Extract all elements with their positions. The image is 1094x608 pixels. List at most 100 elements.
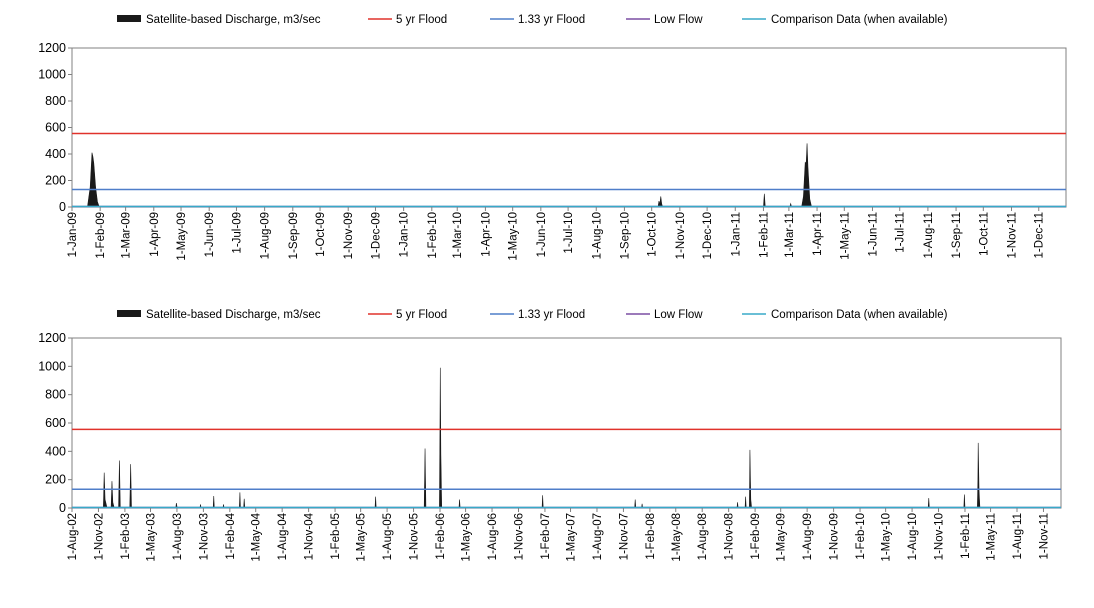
chart1-legend-label-flood133: 1.33 yr Flood — [518, 14, 585, 26]
x-tick-label: 1-Apr-10 — [480, 212, 492, 257]
y-tick-label: 0 — [59, 200, 66, 214]
chart1-legend-label-flood5: 5 yr Flood — [396, 14, 447, 26]
x-tick-label: 1-Nov-08 — [724, 513, 736, 560]
x-tick-label: 1-Nov-05 — [409, 513, 421, 560]
x-tick-label: 1-Dec-09 — [370, 212, 382, 259]
series-discharge-area — [72, 367, 1061, 509]
chart1-legend-label-comparison: Comparison Data (when available) — [771, 14, 948, 26]
x-tick-label: 1-Sep-10 — [619, 212, 631, 259]
x-tick-label: 1-Aug-07 — [592, 513, 604, 560]
x-tick-label: 1-May-03 — [145, 513, 157, 562]
y-tick-label: 0 — [59, 501, 66, 515]
x-tick-label: 1-May-05 — [356, 513, 368, 562]
x-tick-label: 1-Nov-07 — [618, 513, 630, 560]
x-tick-label: 1-Aug-10 — [907, 513, 919, 560]
x-tick-label: 1-May-11 — [839, 212, 851, 260]
x-tick-label: 1-Aug-09 — [802, 513, 814, 560]
chart2-legend-swatch-discharge — [117, 310, 141, 317]
x-tick-label: 1-Sep-11 — [951, 212, 963, 258]
chart2-legend-label-lowflow: Low Flow — [654, 309, 703, 321]
y-tick-label: 1200 — [38, 331, 66, 345]
y-tick-label: 1000 — [38, 359, 66, 373]
x-tick-label: 1-Nov-09 — [343, 212, 355, 259]
chart1-legend-label-discharge: Satellite-based Discharge, m3/sec — [146, 14, 321, 26]
y-tick-label: 1000 — [38, 68, 66, 82]
x-tick-label: 1-Feb-07 — [540, 513, 552, 560]
x-tick-label: 1-May-11 — [986, 513, 998, 561]
y-tick-label: 600 — [45, 416, 66, 430]
x-tick-label: 1-Feb-10 — [855, 513, 867, 560]
x-tick-label: 1-Nov-03 — [198, 513, 210, 560]
x-tick-label: 1-Feb-09 — [95, 212, 107, 259]
y-tick-label: 400 — [45, 444, 66, 458]
x-tick-label: 1-May-07 — [566, 513, 578, 562]
chart1-legend: Satellite-based Discharge, m3/sec 5 yr F… — [117, 14, 948, 26]
x-tick-label: 1-Aug-05 — [382, 513, 394, 560]
x-tick-label: 1-Nov-06 — [513, 513, 525, 560]
x-tick-label: 1-Jun-10 — [536, 212, 548, 257]
chart2-legend: Satellite-based Discharge, m3/sec 5 yr F… — [117, 309, 948, 321]
x-tick-label: 1-Feb-09 — [750, 513, 762, 560]
x-tick-label: 1-Aug-10 — [591, 212, 603, 259]
chart1-legend-label-lowflow: Low Flow — [654, 14, 703, 26]
chart2-plot-border — [71, 337, 1062, 509]
x-tick-label: 1-Aug-02 — [67, 513, 79, 560]
y-tick-label: 600 — [45, 121, 66, 135]
x-tick-label: 1-Oct-11 — [978, 212, 990, 256]
y-tick-label: 200 — [45, 174, 66, 188]
x-tick-label: 1-Jul-10 — [563, 212, 575, 254]
chart2-legend-label-comparison: Comparison Data (when available) — [771, 309, 948, 321]
x-tick-label: 1-May-10 — [881, 513, 893, 562]
chart2-legend-label-discharge: Satellite-based Discharge, m3/sec — [146, 309, 321, 321]
x-tick-label: 1-May-06 — [461, 513, 473, 562]
x-tick-label: 1-Nov-11 — [1006, 212, 1018, 258]
y-tick-label: 400 — [45, 147, 66, 161]
x-tick-label: 1-Nov-09 — [829, 513, 841, 560]
x-tick-label: 1-Jan-10 — [399, 212, 411, 257]
x-tick-label: 1-Jan-09 — [67, 212, 79, 257]
x-tick-label: 1-Jun-11 — [867, 212, 879, 257]
x-tick-label: 1-Oct-10 — [647, 212, 659, 257]
x-tick-label: 1-Aug-06 — [487, 513, 499, 560]
x-tick-label: 1-Apr-09 — [149, 212, 161, 257]
x-tick-label: 1-Nov-04 — [304, 512, 316, 560]
x-tick-label: 1-Aug-09 — [260, 212, 272, 259]
x-tick-label: 1-Feb-11 — [758, 212, 770, 258]
chart1-plot-area: 0 200 400 600 800 1000 1200 1-Jan-09 1-Feb-09 1-M… — [38, 41, 1067, 261]
chart2-plot-area: 0 200 400 600 800 1000 1200 1-Aug-02 1-Nov-02 1-F… — [38, 331, 1062, 562]
x-tick-label: 1-Aug-11 — [1012, 513, 1024, 559]
x-tick-label: 1-Nov-11 — [1038, 513, 1050, 559]
x-tick-label: 1-May-04 — [251, 512, 263, 561]
x-tick-label: 1-Aug-08 — [697, 513, 709, 560]
x-tick-label: 1-Aug-11 — [923, 212, 935, 258]
x-tick-label: 1-Nov-02 — [93, 513, 105, 560]
x-tick-label: 1-Oct-09 — [315, 212, 327, 257]
x-tick-label: 1-Jun-09 — [204, 212, 216, 257]
x-tick-label: 1-Feb-03 — [120, 513, 132, 560]
x-tick-label: 1-May-08 — [671, 513, 683, 562]
x-tick-label: 1-Dec-11 — [1034, 212, 1046, 258]
series-discharge-area — [72, 143, 1066, 208]
x-tick-label: 1-Feb-10 — [427, 212, 439, 259]
x-tick-label: 1-Jul-11 — [895, 212, 907, 253]
x-tick-label: 1-Feb-11 — [960, 513, 972, 559]
x-tick-label: 1-May-09 — [176, 212, 188, 261]
chart2-legend-label-flood5: 5 yr Flood — [396, 309, 447, 321]
x-tick-label: 1-Apr-11 — [812, 212, 824, 256]
x-tick-label: 1-Aug-04 — [277, 512, 289, 560]
x-tick-label: 1-Feb-06 — [435, 513, 447, 560]
x-tick-label: 1-Jan-11 — [730, 212, 742, 257]
x-tick-label: 1-Mar-10 — [452, 212, 464, 259]
x-tick-label: 1-Aug-03 — [172, 513, 184, 560]
x-tick-label: 1-Dec-10 — [702, 212, 714, 259]
x-tick-label: 1-Feb-04 — [225, 512, 237, 559]
y-tick-label: 800 — [45, 94, 66, 108]
x-tick-label: 1-Nov-10 — [934, 513, 946, 560]
x-tick-label: 1-Sep-09 — [288, 212, 300, 259]
y-tick-label: 1200 — [38, 41, 66, 55]
x-tick-label: 1-May-10 — [508, 212, 520, 261]
chart2-legend-label-flood133: 1.33 yr Flood — [518, 309, 585, 321]
chart1-legend-swatch-discharge — [117, 15, 141, 22]
x-tick-label: 1-Jul-09 — [231, 212, 243, 254]
